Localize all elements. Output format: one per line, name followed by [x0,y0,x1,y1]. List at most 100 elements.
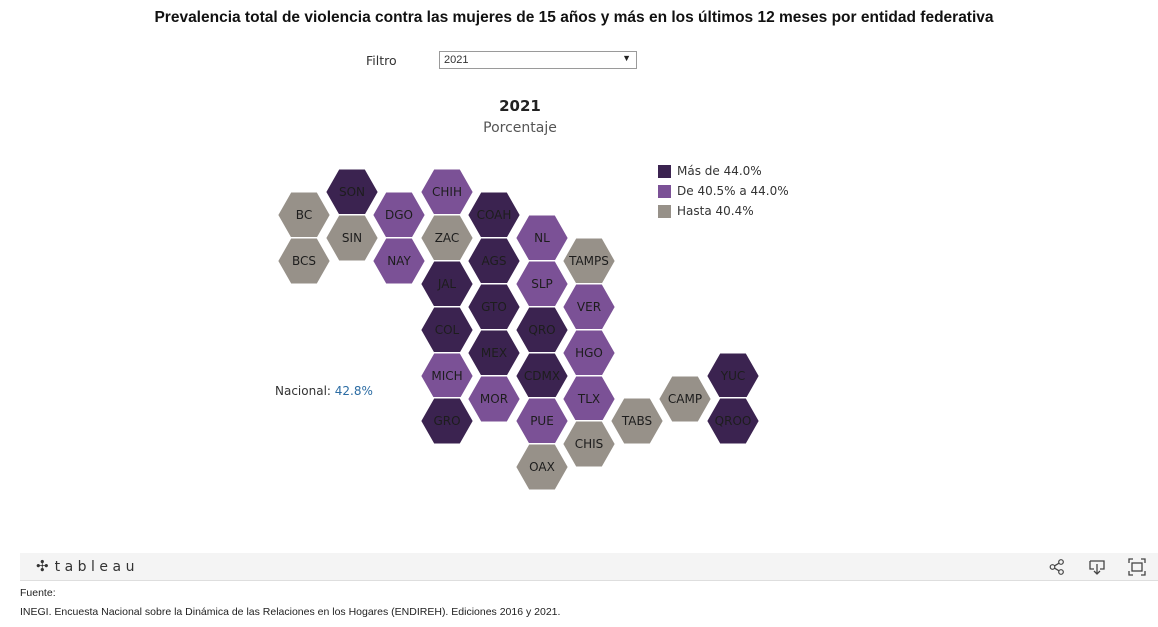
state-tile-coah[interactable]: COAH [466,191,522,239]
page-title: Prevalencia total de violencia contra la… [154,9,994,26]
state-tile-ver[interactable]: VER [561,283,617,331]
state-tile-qroo[interactable]: QROO [705,397,761,445]
state-tile-qro[interactable]: QRO [514,306,570,354]
state-label: QRO [528,323,555,337]
state-label: BC [296,208,312,222]
tableau-toolbar: ✣ tableau [20,553,1158,581]
state-tile-bc[interactable]: BC [276,191,332,239]
state-label: CHIH [432,185,462,199]
national-label: Nacional: [275,384,331,398]
state-label: YUC [720,369,746,383]
legend-item-high[interactable]: Más de 44.0% [658,161,789,181]
state-hexagon [561,420,617,468]
legend-label-medium: De 40.5% a 44.0% [677,184,789,198]
state-label: SIN [342,231,362,245]
share-icon[interactable] [1048,558,1066,576]
state-label: AGS [482,254,507,268]
state-label: SLP [531,277,553,291]
fullscreen-icon[interactable] [1128,558,1146,576]
state-label: CAMP [668,392,702,406]
state-label: JAL [437,277,457,291]
year-filter-dropdown[interactable]: 2021 ▼ [439,51,637,69]
national-value: Nacional: 42.8% [275,384,373,398]
legend-item-medium[interactable]: De 40.5% a 44.0% [658,181,789,201]
state-label: NAY [387,254,411,268]
state-label: DGO [385,208,413,222]
state-tile-nay[interactable]: NAY [371,237,427,285]
legend-swatch-high [658,164,671,178]
state-tile-chis[interactable]: CHIS [561,420,617,468]
state-label: CHIS [575,437,604,451]
state-tile-tlx[interactable]: TLX [561,375,617,423]
state-label: MICH [431,369,462,383]
state-tile-chih[interactable]: CHIH [419,168,475,216]
state-tile-sin[interactable]: SIN [324,214,380,262]
state-tile-ags[interactable]: AGS [466,237,522,285]
state-tile-mex[interactable]: MEX [466,329,522,377]
state-label: BCS [292,254,316,268]
state-tile-cdmx[interactable]: CDMX [514,352,570,400]
state-tile-pue[interactable]: PUE [514,397,570,445]
state-label: TLX [577,392,600,406]
state-tile-slp[interactable]: SLP [514,260,570,308]
state-tile-bcs[interactable]: BCS [276,237,332,285]
state-label: MEX [481,346,507,360]
tableau-logo-icon: ✣ [36,557,49,575]
state-hexagon [705,397,761,445]
map-subtitle: Porcentaje [483,120,557,136]
state-hexagon [466,375,522,423]
year-filter-value: 2021 [444,54,469,66]
state-label: CDMX [524,369,560,383]
state-label: TAMPS [568,254,609,268]
state-tile-gto[interactable]: GTO [466,283,522,331]
legend-swatch-low [658,204,671,218]
state-hexagon [657,375,713,423]
state-tile-dgo[interactable]: DGO [371,191,427,239]
state-tile-tamps[interactable]: TAMPS [561,237,617,285]
state-label: PUE [530,414,554,428]
state-hexagon [371,237,427,285]
legend-label-low: Hasta 40.4% [677,204,754,218]
download-icon[interactable] [1088,558,1106,576]
state-tile-son[interactable]: SON [324,168,380,216]
state-tile-nl[interactable]: NL [514,214,570,262]
state-tile-mich[interactable]: MICH [419,352,475,400]
state-tile-gro[interactable]: GRO [419,397,475,445]
legend: Más de 44.0% De 40.5% a 44.0% Hasta 40.4… [658,161,789,221]
state-label: OAX [529,460,555,474]
tableau-logo-text: tableau [54,559,139,575]
state-tile-zac[interactable]: ZAC [419,214,475,262]
state-label: GRO [433,414,460,428]
state-label: GTO [481,300,507,314]
map-year-title: 2021 [499,97,541,115]
state-label: NL [534,231,550,245]
state-hexagon [609,397,665,445]
state-tile-col[interactable]: COL [419,306,475,354]
legend-item-low[interactable]: Hasta 40.4% [658,201,789,221]
state-label: TABS [621,414,652,428]
filter-label: Filtro [366,53,397,68]
state-label: ZAC [435,231,460,245]
legend-swatch-medium [658,184,671,198]
hex-tile-map: SON CHIH BC DGO COAH SIN ZAC NL BCS NAY AGS TAMPS JA… [276,168,761,491]
state-tile-camp[interactable]: CAMP [657,375,713,423]
source-label: Fuente: [20,587,56,599]
state-label: HGO [575,346,603,360]
state-tile-mor[interactable]: MOR [466,375,522,423]
tableau-logo[interactable]: ✣ tableau [36,557,139,575]
state-tile-hgo[interactable]: HGO [561,329,617,377]
state-hexagon [324,214,380,262]
source-text: INEGI. Encuesta Nacional sobre la Dinámi… [20,606,561,618]
state-label: QROO [715,414,752,428]
state-tile-jal[interactable]: JAL [419,260,475,308]
state-tile-yuc[interactable]: YUC [705,352,761,400]
state-hexagon [419,397,475,445]
dropdown-arrow-icon: ▼ [622,53,631,63]
state-label: SON [339,185,365,199]
state-label: VER [577,300,601,314]
state-tile-tabs[interactable]: TABS [609,397,665,445]
national-percentage: 42.8% [334,384,373,398]
state-hexagon [276,237,332,285]
state-tile-oax[interactable]: OAX [514,443,570,491]
state-label: MOR [480,392,508,406]
